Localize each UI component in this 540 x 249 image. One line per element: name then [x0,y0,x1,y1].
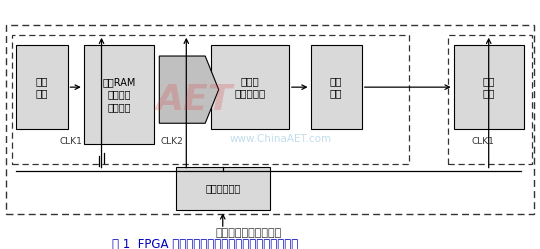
Text: AET: AET [156,83,233,117]
Text: 时钟管理单元: 时钟管理单元 [205,184,240,194]
Bar [211,45,289,129]
Text: 图 1  FPGA 器件片内单个块存储器资源功能验证框架: 图 1 FPGA 器件片内单个块存储器资源功能验证框架 [112,238,298,249]
Text: 结果
显示: 结果 显示 [482,76,495,98]
Bar [176,167,270,210]
Text: CLK1: CLK1 [472,137,495,146]
Bar [310,45,362,129]
Bar [454,45,524,129]
Text: www.ChinaAET.com: www.ChinaAET.com [230,134,332,144]
Bar [448,35,532,164]
Text: 双口RAM
跨时钟域
数据传输: 双口RAM 跨时钟域 数据传输 [102,77,136,112]
Text: CLK1: CLK1 [60,137,83,146]
Bar [84,45,154,144]
Text: 待测块
存储器资源: 待测块 存储器资源 [234,76,265,98]
Text: CLK2: CLK2 [160,137,183,146]
Polygon shape [159,56,219,123]
Bar [16,45,68,129]
Text: 外部输入差分时钟信号: 外部输入差分时钟信号 [215,228,281,238]
Bar [12,35,409,164]
Text: 数据
激励: 数据 激励 [36,76,48,98]
Text: 数据
比较: 数据 比较 [330,76,342,98]
Bar [6,25,534,214]
